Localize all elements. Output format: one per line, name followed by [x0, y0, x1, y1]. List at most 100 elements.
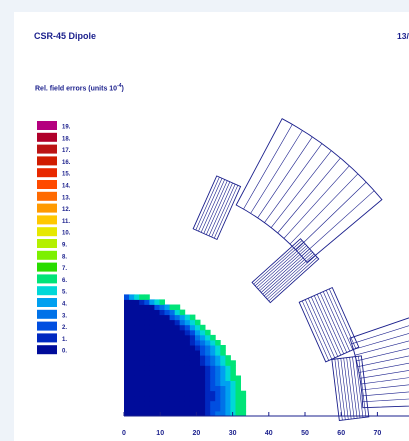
field-map-cell	[159, 334, 165, 341]
field-map-cell	[154, 355, 160, 361]
coil-conductor-line	[307, 298, 336, 358]
field-map-cell	[240, 395, 247, 402]
field-map-cell	[210, 405, 216, 412]
field-map-cell	[189, 340, 196, 346]
coil-conductor-line	[359, 370, 409, 379]
field-map-cell	[240, 405, 247, 412]
coil-conductor-line	[351, 325, 409, 345]
colorbar-level-label: 16.	[62, 160, 71, 166]
field-map-cell	[210, 355, 216, 361]
field-map-cell	[129, 345, 135, 351]
field-map-cell	[129, 375, 135, 381]
field-map-cell	[225, 405, 231, 412]
field-map-cell	[144, 400, 150, 407]
coil-conductor-line	[268, 257, 318, 302]
field-map-cell	[139, 365, 145, 371]
field-map-cell	[124, 304, 130, 310]
field-map-cell	[124, 294, 130, 300]
colorbar-level-label: 18.	[62, 136, 71, 142]
field-map-cell	[184, 370, 191, 376]
field-map-cell	[189, 355, 196, 361]
field-map-cell	[134, 375, 140, 381]
field-map-cell	[164, 395, 170, 402]
field-map-cell	[179, 345, 186, 351]
field-map-cell	[149, 324, 155, 331]
field-map-cell	[179, 380, 186, 386]
field-map-cell	[144, 370, 150, 376]
coil-block-outline	[192, 175, 242, 241]
coil-conductor-line	[208, 182, 233, 237]
field-map-cell	[129, 405, 135, 412]
field-map-cell	[195, 319, 201, 326]
field-map-cell	[205, 329, 211, 336]
field-map-cell	[205, 355, 211, 361]
field-map-cell	[149, 365, 155, 371]
field-map-cell	[210, 390, 216, 397]
coil-conductor-line	[283, 165, 350, 239]
field-map-cell	[179, 405, 186, 412]
coil-conductor-line	[343, 357, 352, 420]
field-map-cell	[184, 400, 191, 407]
field-map-cell	[179, 314, 186, 321]
field-map-cell	[124, 375, 130, 381]
coil-conductor-line	[289, 173, 359, 245]
field-map-cell	[169, 385, 176, 392]
field-map-cell	[134, 350, 140, 356]
colorbar-level-label: 13.	[62, 195, 71, 201]
colorbar-swatch	[37, 168, 57, 178]
field-map-cell	[124, 329, 130, 336]
colorbar-swatch	[37, 298, 57, 307]
field-map-cell	[174, 334, 181, 341]
colorbar-level-label: 14.	[62, 184, 71, 190]
field-map-cell	[154, 385, 160, 392]
field-map-cell	[134, 380, 140, 386]
field-map-cell	[174, 304, 181, 310]
field-map-cell	[149, 395, 155, 402]
colorbar-level-label: 8.	[62, 254, 67, 260]
field-map-cell	[139, 405, 145, 412]
field-map-cell	[129, 329, 135, 336]
field-map-cell	[134, 370, 140, 376]
field-map-cell	[154, 360, 160, 366]
field-map-cell	[184, 410, 191, 417]
field-map-cell	[129, 390, 135, 397]
field-map-cell	[169, 380, 176, 386]
field-map-cell	[235, 405, 241, 412]
coil-conductor-line	[277, 157, 341, 234]
field-map-cell	[169, 345, 176, 351]
field-map-cell	[215, 345, 221, 351]
field-map-cell	[149, 355, 155, 361]
field-map-cell	[195, 350, 201, 356]
field-map-cell	[210, 345, 216, 351]
field-map-cell	[144, 309, 150, 316]
field-map-cell	[230, 380, 236, 386]
x-tick-label: 20	[193, 430, 201, 437]
field-map-cell	[149, 340, 155, 346]
field-map-cell	[230, 370, 236, 376]
colorbar-swatch	[37, 144, 57, 154]
field-map-cell	[139, 294, 145, 300]
field-map-cell	[195, 370, 201, 376]
field-map-cell	[210, 340, 216, 346]
field-map-cell	[195, 380, 201, 386]
field-map-cell	[124, 395, 130, 402]
field-map-cell	[124, 360, 130, 366]
field-map-cell	[149, 314, 155, 321]
coil-conductor-line	[356, 348, 409, 362]
field-map-cell	[139, 370, 145, 376]
field-map-cell	[179, 395, 186, 402]
field-map-cell	[134, 304, 140, 310]
field-map-cell	[154, 309, 160, 316]
field-map-cell	[129, 395, 135, 402]
field-map-cell	[179, 375, 186, 381]
field-map-cell	[200, 385, 206, 392]
field-map-cell	[220, 360, 226, 366]
field-map-cell	[200, 370, 206, 376]
field-map-cell	[184, 395, 191, 402]
x-tick-label: 0	[122, 430, 126, 437]
field-map-cell	[220, 410, 226, 417]
field-map-cell	[225, 395, 231, 402]
field-map-cell	[169, 319, 176, 326]
